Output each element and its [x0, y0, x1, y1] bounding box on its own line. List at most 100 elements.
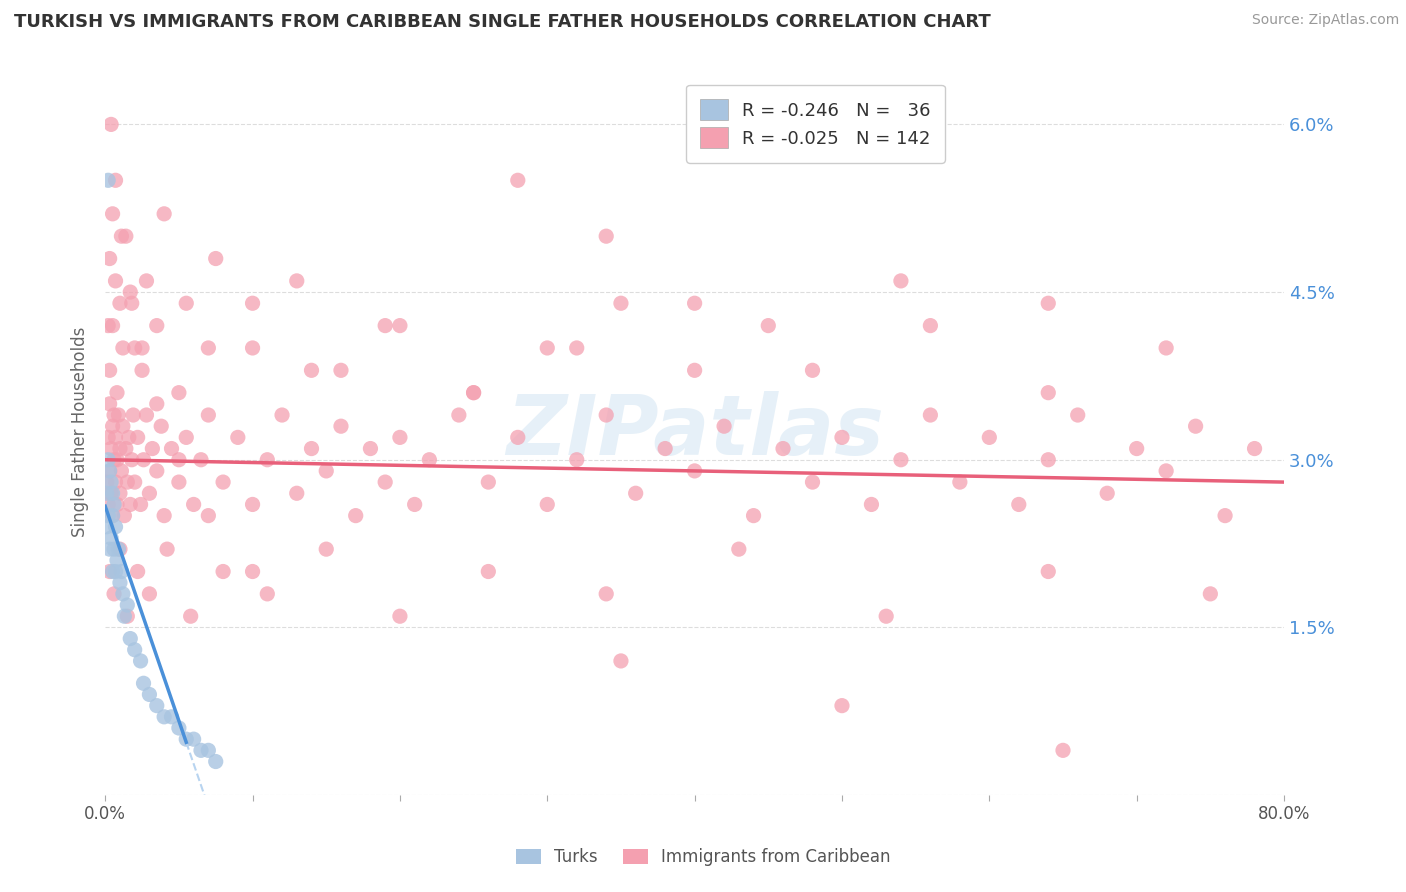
- Point: [101, 508, 124, 523]
- Point: [713, 419, 735, 434]
- Point: [160, 710, 183, 724]
- Point: [96, 475, 118, 489]
- Point: [98, 565, 121, 579]
- Point: [301, 363, 323, 377]
- Point: [477, 475, 499, 489]
- Point: [477, 565, 499, 579]
- Point: [129, 498, 152, 512]
- Point: [101, 508, 124, 523]
- Point: [463, 385, 485, 400]
- Point: [344, 508, 367, 523]
- Point: [197, 508, 219, 523]
- Point: [595, 408, 617, 422]
- Point: [104, 274, 127, 288]
- Point: [138, 688, 160, 702]
- Point: [167, 385, 190, 400]
- Point: [256, 587, 278, 601]
- Point: [101, 486, 124, 500]
- Point: [96, 486, 118, 500]
- Point: [108, 442, 131, 456]
- Point: [135, 408, 157, 422]
- Point: [101, 318, 124, 333]
- Point: [271, 408, 294, 422]
- Point: [146, 464, 169, 478]
- Point: [111, 419, 134, 434]
- Point: [388, 430, 411, 444]
- Point: [1243, 442, 1265, 456]
- Point: [98, 464, 121, 478]
- Point: [174, 732, 197, 747]
- Point: [242, 498, 264, 512]
- Point: [132, 452, 155, 467]
- Point: [212, 565, 235, 579]
- Point: [463, 385, 485, 400]
- Point: [256, 452, 278, 467]
- Point: [153, 207, 176, 221]
- Point: [103, 498, 125, 512]
- Point: [610, 296, 633, 310]
- Point: [330, 363, 353, 377]
- Y-axis label: Single Father Households: Single Father Households: [72, 326, 89, 537]
- Point: [120, 285, 142, 299]
- Point: [146, 397, 169, 411]
- Point: [115, 229, 138, 244]
- Point: [167, 475, 190, 489]
- Point: [120, 498, 142, 512]
- Point: [105, 498, 128, 512]
- Point: [374, 475, 396, 489]
- Point: [98, 252, 121, 266]
- Point: [131, 363, 153, 377]
- Point: [242, 565, 264, 579]
- Point: [132, 676, 155, 690]
- Point: [1184, 419, 1206, 434]
- Point: [100, 117, 122, 131]
- Point: [180, 609, 202, 624]
- Point: [101, 419, 124, 434]
- Point: [103, 452, 125, 467]
- Point: [100, 486, 122, 500]
- Point: [183, 732, 205, 747]
- Point: [104, 173, 127, 187]
- Point: [174, 296, 197, 310]
- Point: [121, 296, 143, 310]
- Point: [101, 207, 124, 221]
- Point: [920, 408, 942, 422]
- Point: [97, 173, 120, 187]
- Point: [1154, 464, 1177, 478]
- Point: [1038, 385, 1060, 400]
- Point: [359, 442, 381, 456]
- Point: [104, 520, 127, 534]
- Point: [97, 318, 120, 333]
- Point: [1008, 498, 1031, 512]
- Point: [104, 565, 127, 579]
- Point: [683, 296, 706, 310]
- Point: [1095, 486, 1118, 500]
- Point: [97, 452, 120, 467]
- Point: [536, 341, 558, 355]
- Point: [831, 698, 853, 713]
- Point: [1038, 296, 1060, 310]
- Point: [141, 442, 163, 456]
- Point: [153, 710, 176, 724]
- Point: [242, 296, 264, 310]
- Point: [110, 464, 132, 478]
- Point: [112, 609, 135, 624]
- Point: [118, 430, 141, 444]
- Point: [121, 452, 143, 467]
- Point: [374, 318, 396, 333]
- Point: [388, 609, 411, 624]
- Point: [103, 587, 125, 601]
- Point: [160, 442, 183, 456]
- Point: [131, 341, 153, 355]
- Point: [1038, 452, 1060, 467]
- Point: [110, 229, 132, 244]
- Point: [108, 575, 131, 590]
- Legend: Turks, Immigrants from Caribbean: Turks, Immigrants from Caribbean: [508, 840, 898, 875]
- Point: [138, 486, 160, 500]
- Point: [107, 408, 129, 422]
- Point: [122, 408, 145, 422]
- Point: [146, 698, 169, 713]
- Point: [101, 565, 124, 579]
- Point: [112, 508, 135, 523]
- Point: [801, 363, 824, 377]
